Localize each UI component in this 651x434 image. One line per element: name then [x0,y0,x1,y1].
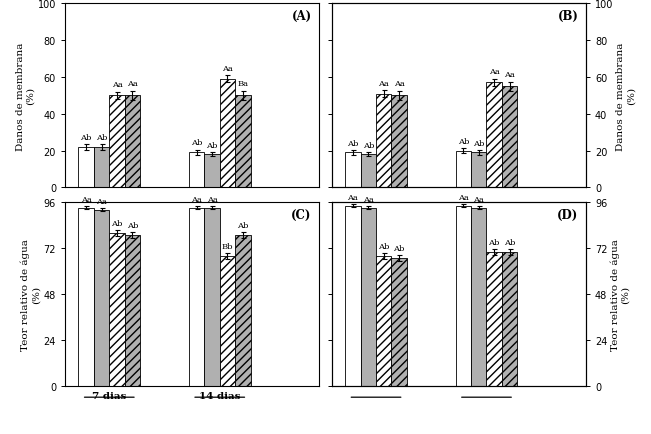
Y-axis label: Teor relativo de água
(%): Teor relativo de água (%) [21,239,41,350]
Bar [376,256,391,386]
Bar [391,96,407,188]
Text: Ab: Ab [394,244,405,252]
Text: Ba: Ba [238,80,249,88]
Bar [125,96,140,188]
Text: Aa: Aa [394,80,405,88]
Bar [361,208,376,386]
Bar [78,148,94,188]
Text: Aa: Aa [348,194,358,202]
Bar [376,94,391,188]
Text: Aa: Aa [489,68,500,76]
Text: Ab: Ab [347,140,359,148]
Text: Ab: Ab [81,134,92,141]
Text: Aa: Aa [473,196,484,204]
Bar [204,208,220,386]
Text: Aa: Aa [505,71,515,79]
Bar [109,233,125,386]
Bar [486,253,502,386]
Bar [471,208,486,386]
Text: Ab: Ab [504,238,516,246]
Bar [220,79,235,188]
Text: Ab: Ab [237,221,249,229]
Bar [94,148,109,188]
Text: Ab: Ab [458,137,469,145]
Text: Ab: Ab [111,219,122,227]
Bar [220,256,235,386]
Text: Ab: Ab [206,142,217,150]
Text: Ab: Ab [488,238,500,246]
Bar [456,207,471,386]
Y-axis label: Danos de membrana
(%): Danos de membrana (%) [616,42,635,150]
Text: Aa: Aa [191,196,202,204]
Bar [345,207,361,386]
Bar [471,153,486,188]
Text: Ab: Ab [191,139,202,147]
Text: (B): (B) [557,10,578,23]
Bar [502,87,518,188]
Text: Aa: Aa [111,81,122,89]
Text: Aa: Aa [96,197,107,205]
Bar [502,253,518,386]
Text: Ab: Ab [96,134,107,141]
Text: Ab: Ab [127,221,138,229]
Y-axis label: Teor relativo de água
(%): Teor relativo de água (%) [610,239,630,350]
Text: (A): (A) [292,10,312,23]
Bar [235,235,251,386]
Text: Aa: Aa [81,196,92,204]
Bar [78,208,94,386]
Bar [235,96,251,188]
Text: Aa: Aa [127,80,138,88]
Y-axis label: Danos de membrana
(%): Danos de membrana (%) [16,42,35,150]
Bar [189,208,204,386]
Text: Ab: Ab [363,141,374,149]
Text: Ab: Ab [378,242,389,250]
Bar [189,153,204,188]
Bar [125,235,140,386]
Bar [456,151,471,188]
Text: Aa: Aa [222,65,233,72]
Text: (C): (C) [291,208,312,221]
Text: Bb: Bb [222,242,233,250]
Text: Ab: Ab [473,140,484,148]
Bar [204,155,220,188]
Bar [94,210,109,386]
Text: (D): (D) [557,208,578,221]
Bar [391,258,407,386]
Text: Aa: Aa [378,79,389,87]
Bar [109,96,125,188]
Bar [345,153,361,188]
Text: Aa: Aa [363,196,374,204]
Text: Aa: Aa [458,194,469,202]
Bar [361,155,376,188]
Bar [486,83,502,188]
Text: Aa: Aa [206,196,217,204]
